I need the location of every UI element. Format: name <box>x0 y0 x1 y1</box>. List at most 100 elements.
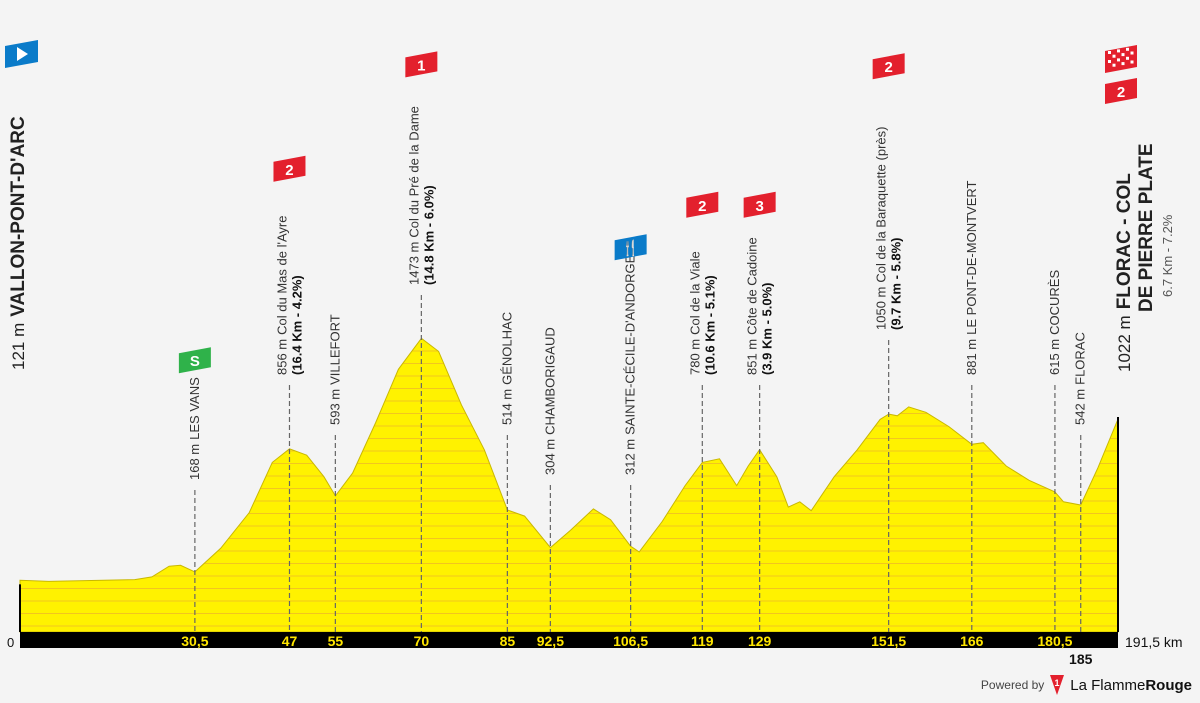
point-name: Col de la Viale <box>687 251 702 335</box>
finish-name-1: FLORAC - COL <box>1114 173 1135 310</box>
start-label: 121 m VALLON-PONT-D'ARC <box>8 116 29 370</box>
climb-detail: (16.4 Km - 4.2%) <box>289 275 304 375</box>
point-label: 1050 m Col de la Baraquette (près)(9.7 Km… <box>874 127 904 330</box>
profile-area <box>20 338 1118 632</box>
point-name: SAINTE-CÉCILE-D'ANDORGE <box>623 254 638 435</box>
point-altitude: 856 m <box>274 339 289 375</box>
point-name: Col du Mas de l'Ayre <box>274 216 289 335</box>
climb-category-icon: 2 <box>1105 78 1137 104</box>
profile-chart: 0 191,5 km 30,5 47 55 70 85 92,5 106,5 119 129 151,… <box>5 40 1183 667</box>
point-label-text: 881 m LE PONT-DE-MONTVERT <box>964 180 979 375</box>
point-label-text: 542 m FLORAC <box>1073 332 1088 425</box>
climb-detail: (14.8 Km - 6.0%) <box>421 185 436 285</box>
point-name: LES VANS <box>187 377 202 440</box>
checker-square <box>1108 51 1111 54</box>
km-end-label: 191,5 km <box>1125 634 1183 650</box>
feed-zone-icon-badge <box>614 234 647 261</box>
finish-altitude: 1022 m <box>1115 315 1134 372</box>
play-triangle-icon <box>17 47 28 61</box>
checker-square <box>1126 47 1129 51</box>
sprint-icon: S <box>178 347 211 374</box>
point-altitude: 881 m <box>964 339 979 375</box>
start-text: 121 m VALLON-PONT-D'ARC <box>8 116 29 370</box>
badge-text: 🍴 <box>621 239 640 257</box>
checker-square <box>1117 58 1120 62</box>
point-altitude: 1473 m <box>406 242 421 285</box>
point-name: CHAMBORIGAUD <box>542 327 557 435</box>
point-name: LE PONT-DE-MONTVERT <box>964 180 979 334</box>
finish-text: 1022 m FLORAC - COL <box>1114 173 1135 372</box>
badge-text: 1 <box>417 57 425 74</box>
finish-category-badge <box>1105 78 1137 104</box>
climb-category-icon: 2 <box>686 191 719 218</box>
km-tick-label: 55 <box>328 633 344 649</box>
climb-category-icon-badge <box>872 53 905 80</box>
badge-text: S <box>190 353 200 370</box>
km-origin-label: 0 <box>7 635 14 650</box>
brand-bold: Rouge <box>1145 676 1192 694</box>
km-tick-label: 47 <box>282 633 298 649</box>
point-altitude: 780 m <box>687 339 702 375</box>
point-name: Col de la Baraquette (près) <box>874 127 889 283</box>
point-altitude: 168 m <box>187 444 202 480</box>
climb-category-icon-badge <box>686 191 719 218</box>
feed-zone-icon: 🍴 <box>614 234 647 261</box>
point-label: 615 m COCURÈS <box>1047 270 1062 375</box>
point-label-text: 615 m COCURÈS <box>1047 270 1062 375</box>
km-tick-label: 151,5 <box>871 633 906 649</box>
point-label: 881 m LE PONT-DE-MONTVERT <box>964 180 979 375</box>
point-label: 1473 m Col du Pré de la Dame (14.8 Km - 6.… <box>406 106 436 285</box>
point-name: FLORAC <box>1073 332 1088 385</box>
point-label-text: 780 m Col de la Viale <box>687 251 702 375</box>
point-altitude: 542 m <box>1073 389 1088 425</box>
logo-digit: 1 <box>1055 678 1060 688</box>
km-tick-label: 129 <box>748 633 772 649</box>
point-label-text: 304 m CHAMBORIGAUD <box>542 327 557 475</box>
start-altitude: 121 m <box>9 323 28 370</box>
checker-square <box>1117 49 1120 53</box>
km-tick-label-185: 185 <box>1069 651 1093 667</box>
finish-label: 1022 m FLORAC - COL DE PIERRE PLATE 6.7 Km … <box>1114 143 1175 372</box>
checker-square <box>1108 60 1111 63</box>
powered-by-text: Powered by <box>980 678 1045 692</box>
climb-category-icon: 2 <box>273 155 306 182</box>
km-tick-label: 166 <box>960 633 984 649</box>
point-name: Côte de Cadoine <box>745 237 760 335</box>
point-label-text: 514 m GÉNOLHAC <box>499 312 514 425</box>
point-label: 593 m VILLEFORT <box>327 314 342 425</box>
finish-category-text: 2 <box>1117 84 1125 101</box>
point-name: VILLEFORT <box>327 314 342 385</box>
badge-text: 2 <box>698 198 706 215</box>
start-flag-icon <box>5 40 38 68</box>
point-label-text: 856 m Col du Mas de l'Ayre <box>274 216 289 375</box>
km-tick-label: 119 <box>691 633 714 649</box>
point-label: 780 m Col de la Viale (10.6 Km - 5.1%) <box>687 251 717 375</box>
checker-square <box>1112 54 1116 58</box>
km-tick-label: 180,5 <box>1037 633 1072 649</box>
point-name: COCURÈS <box>1047 270 1062 335</box>
sprint-icon-badge <box>178 347 211 374</box>
badge-text: 2 <box>285 162 293 179</box>
checker-square <box>1130 51 1134 55</box>
point-altitude: 851 m <box>745 339 760 375</box>
point-label-text: 312 m SAINTE-CÉCILE-D'ANDORGE <box>623 254 638 475</box>
point-label-text: 1473 m Col du Pré de la Dame <box>406 106 421 285</box>
finish-name-2: DE PIERRE PLATE <box>1136 143 1157 312</box>
km-tick-label: 106,5 <box>613 633 648 649</box>
point-label-text: 168 m LES VANS <box>187 377 202 480</box>
climb-category-icon: 1 <box>405 51 438 78</box>
checker-square <box>1130 60 1134 64</box>
point-altitude: 615 m <box>1047 339 1062 375</box>
point-altitude: 593 m <box>327 389 342 425</box>
point-altitude: 304 m <box>542 439 557 475</box>
km-tick-label: 85 <box>500 633 516 649</box>
climb-category-icon: 2 <box>872 53 905 80</box>
checker-square <box>1121 62 1125 66</box>
climb-category-icon-badge <box>273 155 306 182</box>
checkered-flag-shape <box>1105 45 1137 73</box>
start-name: VALLON-PONT-D'ARC <box>8 116 29 317</box>
climb-category-icon-badge <box>405 51 438 78</box>
km-tick-label: 30,5 <box>181 633 208 649</box>
km-axis-bar <box>20 632 1118 648</box>
